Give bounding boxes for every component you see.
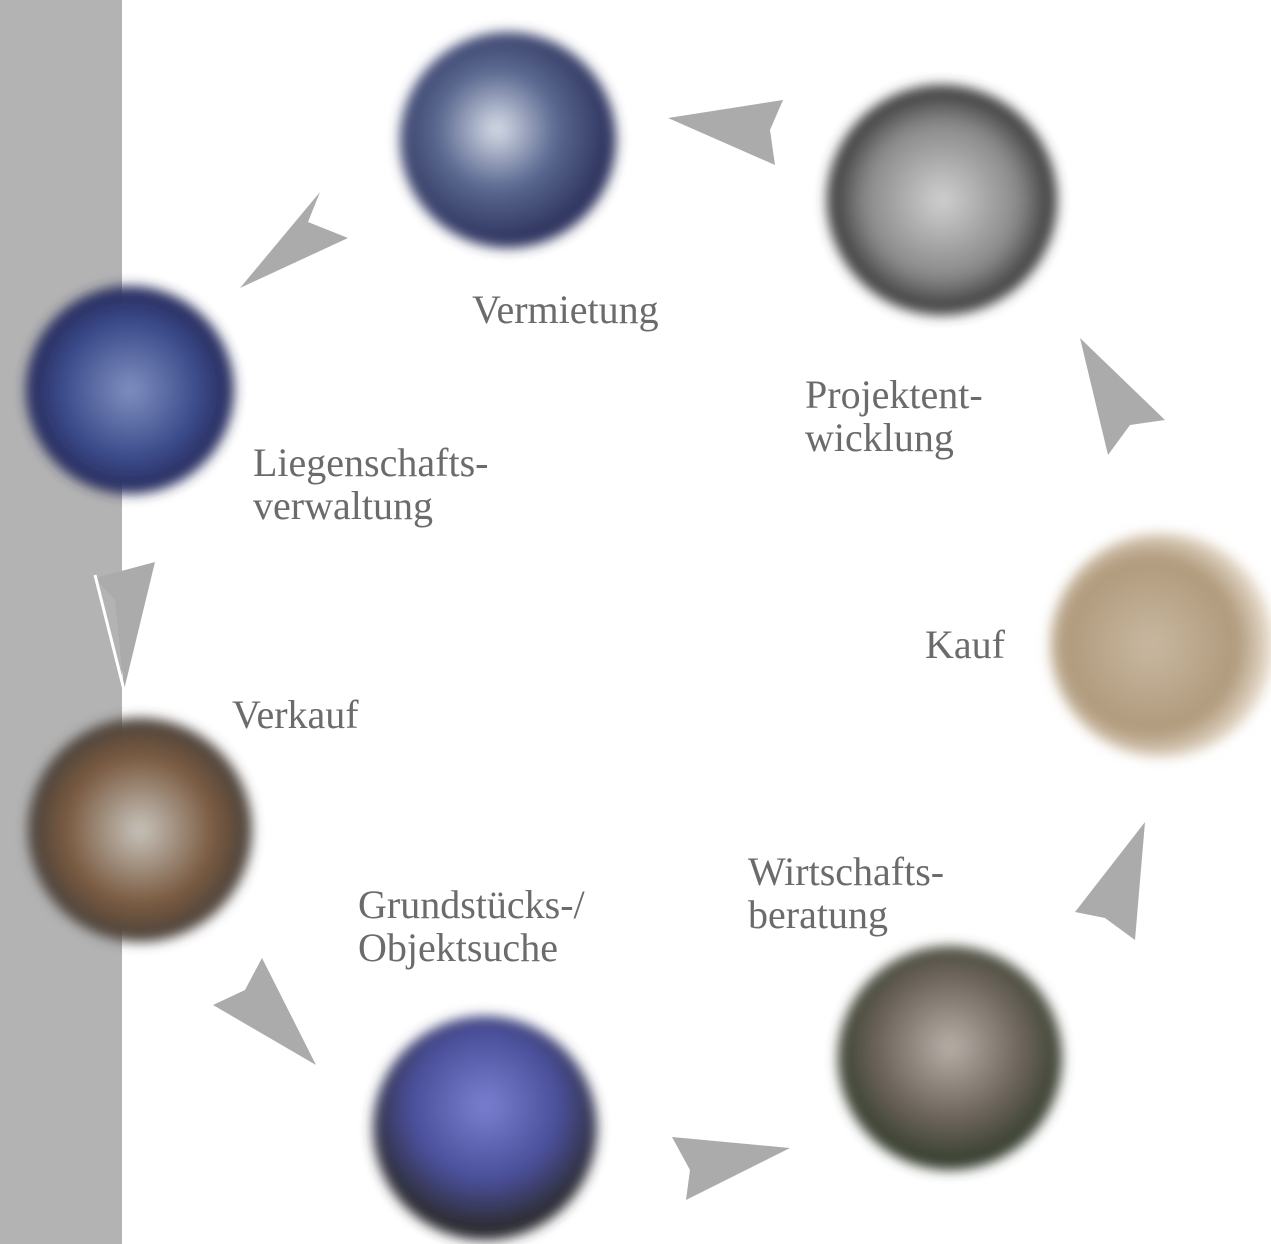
- node-label: Grundstücks-/: [358, 882, 586, 927]
- arrow: [213, 958, 316, 1065]
- node-label: Kauf: [925, 622, 1006, 667]
- photo-circle: [838, 946, 1062, 1170]
- arrow: [95, 562, 155, 690]
- node-label: Verkauf: [232, 692, 359, 737]
- node-label: Vermietung: [472, 287, 659, 332]
- arrow: [240, 192, 348, 288]
- photo-circle: [1050, 533, 1271, 757]
- arrow: [1080, 338, 1165, 455]
- arrow: [672, 1137, 790, 1200]
- photo-circle: [827, 85, 1057, 315]
- arrow: [668, 100, 783, 165]
- arrow-edge: [93, 574, 126, 691]
- side-bar: [0, 0, 122, 1244]
- arrow: [1075, 822, 1145, 940]
- photos: [26, 32, 1271, 1240]
- node-label: verwaltung: [253, 483, 433, 528]
- photo-circle: [373, 1016, 597, 1240]
- labels: Vermietung Projektent-wicklung Kauf Wirtsch…: [232, 287, 1006, 970]
- photo-circle: [26, 286, 234, 494]
- node-label: wicklung: [805, 415, 954, 460]
- photo-circle: [28, 718, 252, 942]
- node-label: Wirtschafts-: [748, 849, 944, 894]
- arrows: [93, 100, 1165, 1200]
- node-label: Liegenschafts-: [253, 440, 488, 485]
- node-label: Objektsuche: [358, 925, 558, 970]
- node-label: beratung: [748, 892, 888, 937]
- photo-circle: [400, 32, 616, 248]
- node-label: Projektent-: [805, 372, 983, 417]
